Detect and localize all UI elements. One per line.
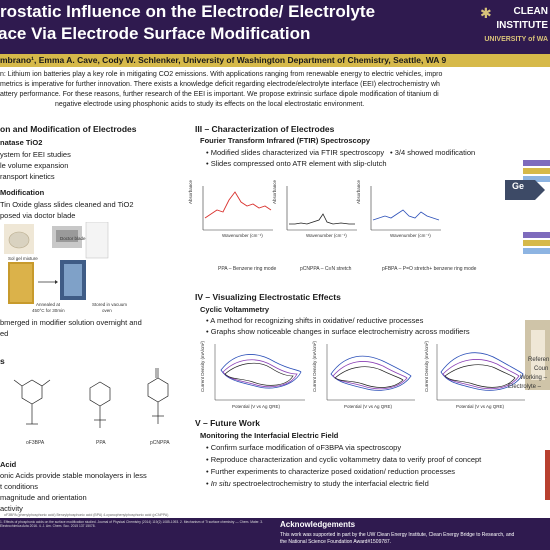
label-ppa: PPA bbox=[96, 440, 106, 446]
modifier-legend-note: oF3BPA (phenylphosphonic acid) Benzylpho… bbox=[4, 513, 169, 517]
bullet-slides-cleaned: Tin Oxide glass slides cleaned and TiO2 bbox=[0, 200, 134, 209]
caption-pcnppa-ftir: pCNPPA – C≡N stretch bbox=[300, 266, 352, 272]
bullet-conditions: t conditions bbox=[0, 482, 38, 491]
logo-text-university: UNIVERSITY of WA bbox=[484, 36, 548, 43]
subheading-anatase: natase TiO2 bbox=[0, 138, 43, 147]
logo-text-institute: INSTITUTE bbox=[496, 20, 548, 31]
bullet-atr-element: Slides compressed onto ATR element with … bbox=[206, 159, 387, 169]
of3bpa-structure bbox=[13, 379, 51, 425]
electrode-label-working: Working – bbox=[520, 375, 547, 381]
cv-xlabel-2: Potential (V vs Ag QRE) bbox=[344, 404, 393, 409]
subheading-ftir: Fourier Transform Infrared (FTIR) Spectr… bbox=[200, 136, 371, 145]
acknowledgements-line1: This work was supported in part by the U… bbox=[280, 532, 515, 538]
poster-title-line2: ace Via Electrode Surface Modification bbox=[0, 24, 311, 43]
bullet-volume-expansion: le volume expansion bbox=[0, 161, 69, 170]
section-modifiers-heading: s bbox=[0, 356, 5, 366]
star-icon: ✱ bbox=[480, 5, 492, 21]
ftir-plot-ppa bbox=[202, 186, 273, 231]
ftir-plot-pcnppa bbox=[286, 186, 357, 231]
acknowledgements-line2: the National Science Foundation Award#15… bbox=[280, 539, 392, 545]
ftir-xlabel-ppa: Wavenumber (cm⁻¹) bbox=[222, 233, 263, 238]
ftir-ylabel-ppa: Absorbance bbox=[188, 179, 193, 204]
ftir-spectra bbox=[202, 186, 441, 231]
caption-annealed-1: Annealed at bbox=[36, 302, 61, 307]
bullet-in-situ: In situ spectroelectrochemistry to study… bbox=[206, 479, 429, 489]
ge-label: Ge bbox=[512, 181, 525, 191]
process-photos bbox=[4, 222, 109, 304]
section-characterization-heading: III – Characterization of Electrodes bbox=[195, 124, 335, 134]
pcnppa-structure bbox=[147, 368, 169, 424]
cei-logo: ✱ CLEAN INSTITUTE UNIVERSITY of WA bbox=[480, 0, 550, 54]
bullet-magnitude: magnitude and orientation bbox=[0, 493, 87, 502]
ppa-structure bbox=[89, 381, 111, 428]
bullet-submerged-cont: ed bbox=[0, 329, 9, 338]
bullet-cv-changes: Graphs show noticeable changes in surfac… bbox=[206, 327, 470, 337]
bullet-modification-count: 3/4 showed modification bbox=[390, 148, 475, 158]
footer-bar bbox=[0, 518, 550, 550]
caption-doctor-blade: Doctor blade bbox=[60, 236, 86, 241]
cv-plot-2 bbox=[326, 344, 415, 401]
cv-xlabel-1: Potential (V vs Ag QRE) bbox=[232, 404, 281, 409]
cv-plot-3 bbox=[436, 344, 525, 401]
cv-plot-1 bbox=[214, 344, 305, 401]
column3-graphics bbox=[505, 160, 550, 500]
section-electrode-prep-heading: on and Modification of Electrodes bbox=[0, 124, 137, 134]
bullet-monolayers: onic Acids provide stable monolayers in … bbox=[0, 471, 147, 480]
subheading-modification: Modification bbox=[0, 188, 45, 197]
caption-vacuum-2: oven bbox=[102, 308, 112, 313]
author-line: mbrano¹, Emma A. Cave, Cody W. Schlenker… bbox=[0, 54, 550, 67]
electrode-label-counter: Coun bbox=[534, 366, 549, 372]
blade-slide-photo bbox=[85, 222, 109, 259]
bullet-cv-method: A method for recognizing shifts in oxida… bbox=[206, 316, 423, 326]
abstract-line-2: metrics is imperative for further innova… bbox=[0, 81, 440, 88]
bullet-transport-kinetics: ransport kinetics bbox=[0, 172, 55, 181]
caption-vacuum-1: Stored in vacuum bbox=[92, 302, 128, 307]
section-future-work-heading: V – Future Work bbox=[195, 418, 261, 428]
bullet-reproduce-data: Reproduce characterization and cyclic vo… bbox=[206, 455, 482, 465]
subheading-acid: Acid bbox=[0, 460, 17, 469]
ftir-plot-pfbpa bbox=[370, 186, 441, 231]
in-situ-italic: In situ bbox=[210, 479, 231, 488]
caption-ppa-ftir: PPA – Benzene ring mode bbox=[218, 266, 277, 272]
ge-crystal bbox=[505, 180, 545, 200]
abstract-line-1: n: Lithium ion batteries play a key role… bbox=[0, 71, 443, 78]
bullet-activity: activity bbox=[0, 504, 23, 513]
electrode-label-reference: Referen bbox=[528, 357, 550, 363]
in-situ-text: spectroelectrochemistry to study the int… bbox=[230, 479, 429, 488]
cv-xlabel-3: Potential (V vs Ag QRE) bbox=[456, 404, 505, 409]
cv-ylabel-3: Current Density (mA/cm²) bbox=[424, 340, 429, 392]
caption-annealed-2: 450°C for 30min bbox=[32, 308, 65, 313]
caption-pfbpa-ftir: pFBPA – P=O stretch+ benzene ring mode bbox=[382, 266, 477, 272]
label-of3bpa: oF3BPA bbox=[26, 440, 45, 446]
cv-ylabel-2: Current Density (mA/cm²) bbox=[312, 340, 317, 392]
references: 1. Effects of phosphonic acids on the su… bbox=[0, 520, 264, 529]
bullet-eei-system: ystem for EEI studies bbox=[0, 150, 71, 159]
abstract-line-4: negative electrode using phosphonic acid… bbox=[55, 101, 365, 108]
ftir-xlabel-pcnppa: Wavenumber (cm⁻¹) bbox=[306, 233, 347, 238]
logo-text-clean: CLEAN bbox=[513, 6, 548, 17]
bullet-submerged: bmerged in modifier solution overnight a… bbox=[0, 318, 142, 327]
caption-solgel: Sol gel mixture bbox=[8, 256, 38, 261]
side-label-strip bbox=[545, 450, 550, 500]
ftir-ylabel-pfbpa: Absorbance bbox=[356, 179, 361, 204]
acknowledgements-heading: Acknowledgements bbox=[280, 520, 356, 529]
title-banner bbox=[0, 0, 550, 54]
ftir-xlabel-pfbpa: Wavenumber (cm⁻¹) bbox=[390, 233, 431, 238]
section-electrostatic-heading: IV – Visualizing Electrostatic Effects bbox=[195, 292, 341, 302]
bullet-ftir-characterized: Modified slides characterized via FTIR s… bbox=[206, 148, 384, 158]
poster-title-line1: rostatic Influence on the Electrode/ Ele… bbox=[0, 2, 376, 21]
cv-ylabel-1: Current Density (mA/cm²) bbox=[200, 340, 205, 392]
molecule-structures bbox=[13, 368, 169, 428]
subheading-cv: Cyclic Voltammetry bbox=[200, 305, 270, 314]
cv-plots bbox=[214, 344, 525, 401]
ftir-ylabel-pcnppa: Absorbance bbox=[272, 179, 277, 204]
electrode-label-electrolyte: Electrolyte – bbox=[508, 384, 542, 390]
bullet-further-experiments: Further experiments to characterize pose… bbox=[206, 467, 455, 477]
subheading-interfacial-field: Monitoring the Interfacial Electric Fiel… bbox=[200, 431, 339, 440]
bullet-confirm-modification: Confirm surface modification of oF3BPA v… bbox=[206, 443, 401, 453]
label-pcnppa: pCNPPA bbox=[150, 440, 170, 446]
bullet-doctor-blade: posed via doctor blade bbox=[0, 211, 76, 220]
abstract-line-3: attery performance. For these reasons, f… bbox=[0, 91, 439, 98]
